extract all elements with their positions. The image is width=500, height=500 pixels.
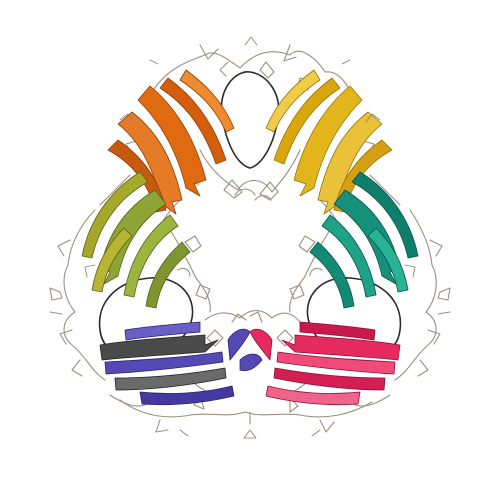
pink-subunit <box>249 321 401 406</box>
coil-left <box>49 209 151 407</box>
grey-strand-1 <box>99 334 219 361</box>
coil-top <box>149 44 353 101</box>
olive-strand-5 <box>91 227 133 293</box>
pink-strand-3 <box>273 367 386 391</box>
teal-strand-1 <box>333 189 401 285</box>
coil-overlay <box>84 36 416 439</box>
orange-subunit <box>107 69 235 215</box>
coil-overlay-1 <box>84 36 416 439</box>
orange-strand-2 <box>117 111 183 215</box>
coil-right-inner <box>289 229 351 315</box>
coil-right <box>349 209 451 407</box>
yellow-strand-2 <box>317 111 383 215</box>
blue-strand-2 <box>139 385 235 406</box>
olive-subunit <box>81 171 191 309</box>
yellow-strand-3 <box>273 77 341 165</box>
blue-strand-1 <box>104 351 224 375</box>
pink-strand-2 <box>276 351 396 375</box>
yellow-strand-1 <box>293 85 363 197</box>
loop-lobes <box>98 71 402 357</box>
blue-subunit <box>99 321 263 406</box>
coil-left-inner <box>149 229 211 315</box>
orange-strand-5 <box>179 69 235 133</box>
olive-strand-2 <box>123 214 179 298</box>
teal-subunit <box>309 171 419 309</box>
teal-strand-5 <box>367 227 409 293</box>
orange-strand-1 <box>137 85 207 197</box>
olive-strand-1 <box>99 189 167 285</box>
olive-strand-4 <box>145 241 191 309</box>
teal-strand-2 <box>321 214 377 298</box>
yellow-strand-5 <box>265 69 321 133</box>
pink-strand-5 <box>299 321 376 341</box>
teal-strand-3 <box>351 171 419 259</box>
coil-bottom-inner <box>204 309 301 347</box>
coil-top-inner <box>199 149 301 201</box>
grey-strand-2 <box>114 367 227 391</box>
orange-strand-3 <box>159 77 227 165</box>
pink-strand-4 <box>265 385 361 406</box>
pink-hairpin <box>249 328 273 361</box>
pink-strand-1 <box>281 334 401 361</box>
coil-network <box>49 44 451 433</box>
teal-strand-4 <box>309 241 355 309</box>
blue-strand-3 <box>124 321 201 341</box>
olive-strand-3 <box>81 171 149 259</box>
coil-bottom <box>119 394 373 433</box>
